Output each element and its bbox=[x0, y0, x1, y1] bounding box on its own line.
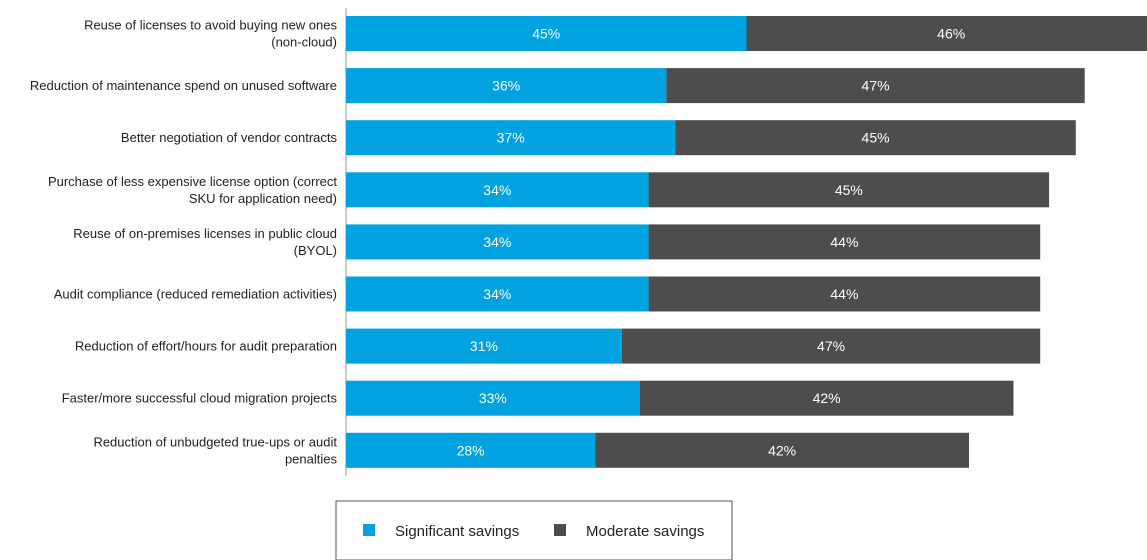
category-label-line: (BYOL) bbox=[294, 243, 337, 258]
category-label-line: Reduction of maintenance spend on unused… bbox=[30, 78, 337, 93]
legend-swatch-significant bbox=[363, 524, 375, 536]
bar-moderate-5 bbox=[648, 276, 1041, 312]
bar-significant-6 bbox=[346, 328, 622, 364]
category-label-line: Reduction of effort/hours for audit prep… bbox=[75, 339, 337, 354]
category-label-line: penalties bbox=[285, 451, 338, 466]
bar-value-label-significant-3: 34% bbox=[483, 182, 511, 198]
legend-box bbox=[335, 500, 733, 560]
bar-moderate-8 bbox=[595, 432, 969, 468]
bar-significant-5 bbox=[346, 276, 649, 312]
bar-moderate-4 bbox=[648, 224, 1041, 260]
category-label-line: Faster/more successful cloud migration p… bbox=[62, 391, 338, 406]
category-label-line: Audit compliance (reduced remediation ac… bbox=[54, 287, 337, 302]
bar-significant-1 bbox=[346, 68, 667, 104]
bar-moderate-3 bbox=[648, 172, 1050, 208]
category-label-line: SKU for application need) bbox=[189, 191, 337, 206]
category-label-line: (non-cloud) bbox=[271, 35, 337, 50]
category-label-6: Reduction of effort/hours for audit prep… bbox=[75, 339, 337, 354]
bar-value-label-significant-2: 37% bbox=[497, 130, 525, 146]
bar-value-label-significant-0: 45% bbox=[532, 26, 560, 42]
bar-value-label-moderate-1: 47% bbox=[862, 78, 890, 94]
bar-value-label-moderate-6: 47% bbox=[817, 338, 845, 354]
bar-value-label-significant-4: 34% bbox=[483, 234, 511, 250]
bar-value-label-moderate-8: 42% bbox=[768, 442, 796, 458]
bar-moderate-6 bbox=[621, 328, 1041, 364]
bar-value-label-significant-6: 31% bbox=[470, 338, 498, 354]
bar-moderate-2 bbox=[675, 120, 1076, 156]
bar-significant-8 bbox=[346, 432, 596, 468]
category-label-1: Reduction of maintenance spend on unused… bbox=[30, 78, 337, 93]
bar-value-label-moderate-4: 44% bbox=[830, 234, 858, 250]
category-label-line: Purchase of less expensive license optio… bbox=[48, 174, 337, 189]
category-labels-group: Reuse of licenses to avoid buying new on… bbox=[30, 18, 338, 467]
bar-moderate-1 bbox=[666, 68, 1085, 104]
category-label-0: Reuse of licenses to avoid buying new on… bbox=[84, 18, 337, 50]
bar-moderate-7 bbox=[639, 380, 1014, 416]
legend-swatch-moderate bbox=[554, 524, 566, 536]
legend: Significant savings Moderate savings bbox=[335, 500, 733, 560]
legend-label-moderate: Moderate savings bbox=[586, 523, 704, 540]
bar-value-label-moderate-2: 45% bbox=[862, 130, 890, 146]
category-label-line: Reduction of unbudgeted true-ups or audi… bbox=[93, 434, 337, 449]
category-label-line: Better negotiation of vendor contracts bbox=[121, 130, 338, 145]
bar-value-label-moderate-3: 45% bbox=[835, 182, 863, 198]
bar-significant-4 bbox=[346, 224, 649, 260]
bar-moderate-0 bbox=[746, 16, 1147, 51]
legend-label-significant: Significant savings bbox=[395, 523, 519, 540]
bar-significant-0 bbox=[346, 16, 747, 51]
category-label-2: Better negotiation of vendor contracts bbox=[121, 130, 338, 145]
bar-value-label-significant-8: 28% bbox=[457, 442, 485, 458]
category-label-3: Purchase of less expensive license optio… bbox=[48, 174, 337, 206]
bar-value-label-moderate-7: 42% bbox=[813, 390, 841, 406]
bar-significant-2 bbox=[346, 120, 676, 156]
bars-group: 45% 46% 36% 47% 37% 45% 34% 45% 34% 44% 34% 44% 31% 4… bbox=[346, 16, 1147, 468]
bar-significant-3 bbox=[346, 172, 649, 208]
category-label-8: Reduction of unbudgeted true-ups or audi… bbox=[93, 434, 337, 466]
bar-value-label-significant-5: 34% bbox=[483, 286, 511, 302]
bar-significant-7 bbox=[346, 380, 640, 416]
category-label-7: Faster/more successful cloud migration p… bbox=[62, 391, 338, 406]
category-label-line: Reuse of on-premises licenses in public … bbox=[73, 226, 337, 241]
category-label-5: Audit compliance (reduced remediation ac… bbox=[54, 287, 337, 302]
category-label-line: Reuse of licenses to avoid buying new on… bbox=[84, 18, 337, 33]
category-label-4: Reuse of on-premises licenses in public … bbox=[73, 226, 337, 258]
bar-value-label-moderate-0: 46% bbox=[937, 26, 965, 42]
bar-value-label-significant-1: 36% bbox=[492, 78, 520, 94]
bar-value-label-significant-7: 33% bbox=[479, 390, 507, 406]
bar-value-label-moderate-5: 44% bbox=[830, 286, 858, 302]
